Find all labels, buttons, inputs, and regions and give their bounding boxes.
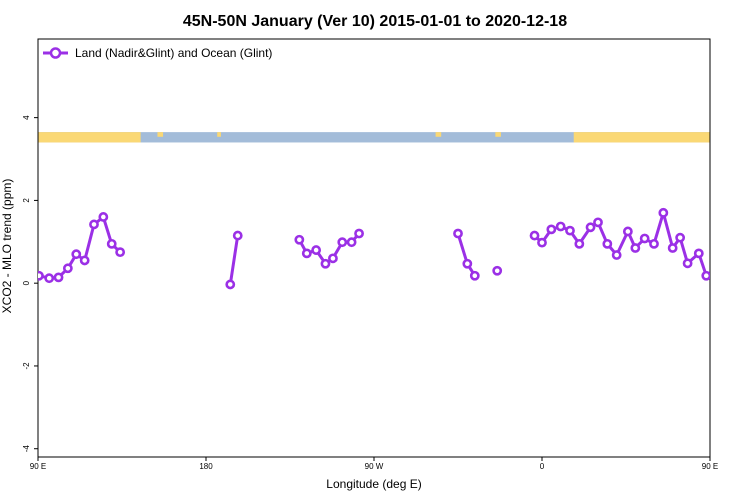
data-point [667, 243, 678, 253]
data-point [574, 238, 585, 249]
data-point [98, 212, 109, 222]
data-point [225, 279, 236, 290]
data-point [721, 274, 728, 281]
data-point [675, 232, 686, 243]
data-point [630, 243, 641, 253]
x-tick-label: 0 [540, 462, 545, 471]
island-patch [435, 132, 442, 137]
data-point [38, 270, 44, 281]
data-point [79, 255, 90, 266]
data-point [693, 248, 704, 259]
data-point [462, 258, 473, 269]
y-tick-label: -2 [22, 362, 31, 370]
data-point [731, 265, 738, 272]
y-tick-label: 2 [22, 198, 31, 203]
data-point [593, 217, 603, 228]
legend: Land (Nadir&Glint) and Ocean (Glint) [43, 46, 272, 60]
y-tick-label: -4 [22, 445, 31, 453]
land-band [573, 132, 710, 143]
series-line [456, 232, 477, 278]
data-point [701, 270, 710, 281]
data-point [565, 225, 575, 236]
data-point [622, 226, 633, 237]
series-layer [38, 207, 747, 290]
data-point [469, 270, 480, 281]
x-tick-label: 90 W [365, 462, 384, 471]
island-patch [157, 132, 164, 137]
series-line [533, 211, 710, 279]
y-axis: 4 2 0 -2 -4 [22, 115, 38, 452]
data-point [546, 224, 557, 235]
data-point [529, 230, 540, 241]
data-point [53, 272, 64, 283]
chart-title: 45N-50N January (Ver 10) 2015-01-01 to 2… [183, 13, 567, 30]
data-point [346, 237, 357, 248]
series-line [228, 234, 240, 286]
data-point [115, 247, 126, 258]
data-point [311, 245, 322, 255]
y-axis-label: XCO2 - MLO trend (ppm) [0, 179, 14, 314]
land-ocean-band [38, 132, 710, 143]
island-patch [217, 132, 221, 137]
ocean-band [38, 132, 710, 143]
x-tick-label: 90 E [702, 462, 718, 471]
legend-marker [49, 47, 62, 59]
y-tick-label: 4 [22, 115, 31, 120]
data-point [89, 219, 99, 230]
data-point [682, 258, 693, 269]
data-point [639, 233, 650, 244]
data-point [740, 251, 747, 258]
data-point [71, 249, 82, 260]
data-point [611, 250, 622, 260]
data-point [658, 207, 669, 218]
x-axis: 90 E 180 90 W 0 90 E [30, 457, 718, 471]
data-point [555, 221, 566, 232]
x-tick-label: 180 [199, 462, 213, 471]
data-point [294, 234, 305, 245]
y-tick-label: 0 [22, 280, 31, 285]
x-tick-label: 90 E [30, 462, 46, 471]
data-point [106, 238, 117, 249]
data-point [585, 222, 596, 233]
data-point [62, 263, 73, 274]
data-point [232, 230, 243, 241]
data-point [537, 237, 547, 248]
data-point [301, 248, 312, 259]
island-patch [495, 132, 501, 137]
series-line [38, 215, 122, 280]
data-point [602, 238, 613, 249]
legend-entry: Land (Nadir&Glint) and Ocean (Glint) [75, 46, 272, 60]
data-point [453, 228, 463, 239]
data-point [328, 253, 338, 264]
land-band [38, 132, 141, 143]
data-point [337, 237, 348, 248]
data-point [320, 258, 331, 269]
data-point [492, 265, 503, 276]
data-point [44, 273, 55, 284]
x-axis-label: Longitude (deg E) [326, 477, 421, 491]
data-point [712, 275, 719, 282]
data-point [649, 238, 659, 249]
data-point [354, 228, 364, 239]
